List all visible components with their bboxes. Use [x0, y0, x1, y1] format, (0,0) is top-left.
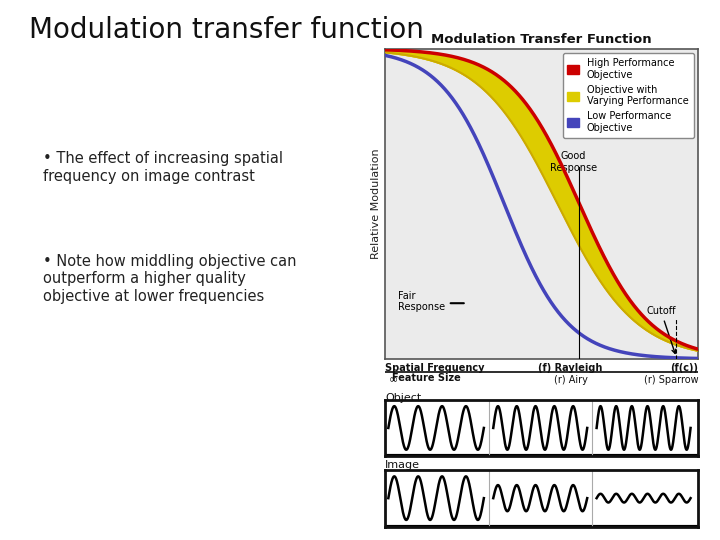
Text: Good
Response: Good Response — [549, 151, 597, 173]
Text: Image: Image — [385, 460, 420, 470]
Text: (f) Rayleigh: (f) Rayleigh — [539, 363, 603, 373]
Text: (r) Sparrow: (r) Sparrow — [644, 375, 698, 386]
Text: Spatial Frequency: Spatial Frequency — [385, 363, 485, 373]
Legend: High Performance
Objective, Objective with
Varying Performance, Low Performance
: High Performance Objective, Objective wi… — [562, 53, 693, 138]
Text: Modulation transfer function: Modulation transfer function — [29, 16, 423, 44]
Y-axis label: Relative Modulation: Relative Modulation — [371, 148, 381, 259]
Text: Feature Size: Feature Size — [392, 373, 461, 383]
Text: (f(c)): (f(c)) — [670, 363, 698, 373]
Text: ∞: ∞ — [389, 375, 398, 386]
Text: • The effect of increasing spatial
frequency on image contrast: • The effect of increasing spatial frequ… — [43, 151, 283, 184]
Text: Cutoff: Cutoff — [646, 306, 675, 354]
Text: • Note how middling objective can
outperform a higher quality
objective at lower: • Note how middling objective can outper… — [43, 254, 297, 303]
Text: Fair
Response: Fair Response — [397, 291, 445, 312]
Text: (r) Airy: (r) Airy — [554, 375, 588, 386]
Text: Object: Object — [385, 393, 421, 403]
Title: Modulation Transfer Function: Modulation Transfer Function — [431, 33, 652, 46]
